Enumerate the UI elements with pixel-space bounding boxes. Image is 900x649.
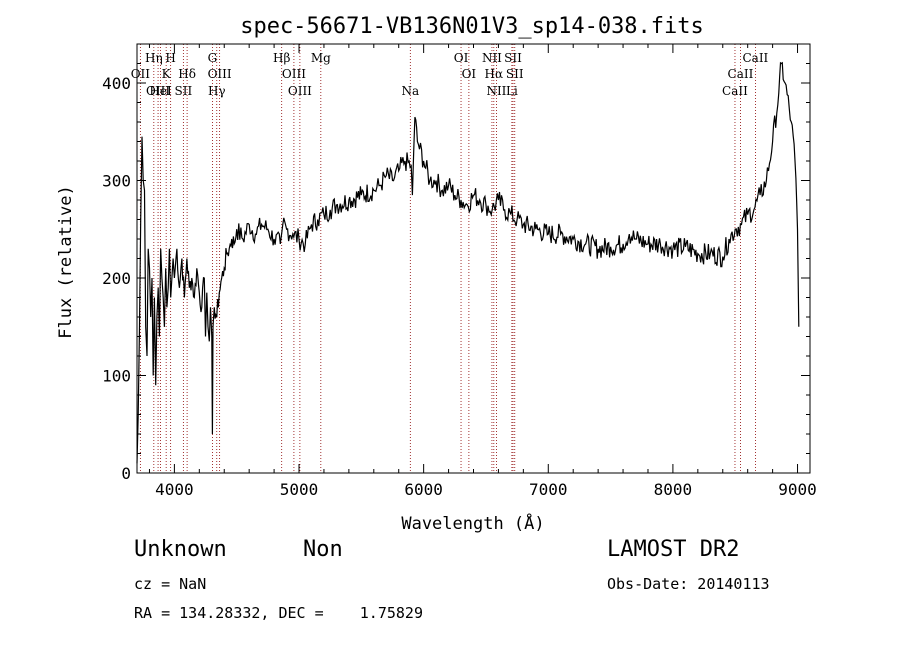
line-label-lines_top-8: CaII	[742, 51, 768, 65]
y-tick-label-0: 0	[121, 464, 131, 483]
line-label-lines_top-0: Hη	[145, 51, 163, 65]
line-label-lines_bot-6: NII	[486, 84, 506, 98]
y-tick-label-2: 200	[102, 269, 131, 288]
y-tick-label-3: 300	[102, 172, 131, 191]
x-tick-label-0: 4000	[155, 480, 194, 499]
line-label-lines_bot-3: Hγ	[208, 84, 226, 98]
line-label-lines_top-5: OI	[454, 51, 469, 65]
line-label-lines_bot-5: Na	[401, 84, 419, 98]
x-tick-label-1: 5000	[280, 480, 319, 499]
survey-label: LAMOST DR2	[607, 537, 740, 562]
spectral-line-markers	[139, 44, 756, 473]
line-label-lines_mid-3: OIII	[208, 67, 232, 81]
cz-label: cz = NaN	[134, 575, 207, 593]
line-label-lines_mid-8: CaII	[728, 67, 754, 81]
x-tick-label-5: 9000	[778, 480, 817, 499]
y-tick-label-1: 100	[102, 367, 131, 386]
obs-date-label: Obs-Date: 20140113	[607, 575, 770, 593]
line-label-lines_mid-0: OII	[131, 67, 151, 81]
line-label-lines_top-4: Mg	[311, 51, 331, 65]
class-label: Unknown	[134, 537, 227, 562]
line-label-lines_bot-2: SII	[175, 84, 193, 98]
y-axis-label: Flux (relative)	[56, 185, 76, 339]
line-label-lines_mid-4: OIII	[282, 67, 306, 81]
line-label-lines_top-2: G	[208, 51, 218, 65]
axis-ticks: 4000 5000 6000 7000 8000 9000 0 100 200 300 400	[102, 43, 817, 499]
line-label-lines_bot-7: Li	[506, 84, 518, 98]
line-label-lines_bot-4: OIII	[288, 84, 312, 98]
line-label-lines_top-6: NII	[482, 51, 502, 65]
chart-title: spec-56671-VB136N01V3_sp14-038.fits	[240, 14, 704, 39]
line-label-lines_mid-2: Hδ	[178, 67, 196, 81]
line-label-lines_top-1: H	[165, 51, 175, 65]
y-tick-label-4: 400	[102, 74, 131, 93]
line-label-lines_mid-1: K	[162, 67, 172, 81]
x-axis-label: Wavelength (Å)	[401, 512, 544, 534]
line-label-lines_bot-8: CaII	[722, 84, 748, 98]
x-tick-label-3: 7000	[529, 480, 568, 499]
line-label-lines_mid-6: Hα	[485, 67, 504, 81]
subclass-label: Non	[303, 537, 343, 562]
line-label-lines_bot-0: OIII	[146, 84, 170, 98]
line-label-lines_top-3: Hβ	[273, 51, 290, 65]
line-label-lines_mid-7: SII	[506, 67, 524, 81]
line-label-lines_mid-5: OI	[462, 67, 477, 81]
x-tick-label-4: 8000	[654, 480, 693, 499]
x-tick-label-2: 6000	[404, 480, 443, 499]
line-label-lines_top-7: SII	[504, 51, 522, 65]
spectrum-line	[136, 61, 800, 464]
line-label-lines_bot-1: HeI	[149, 84, 172, 98]
radec-label: RA = 134.28332, DEC = 1.75829	[134, 604, 423, 622]
